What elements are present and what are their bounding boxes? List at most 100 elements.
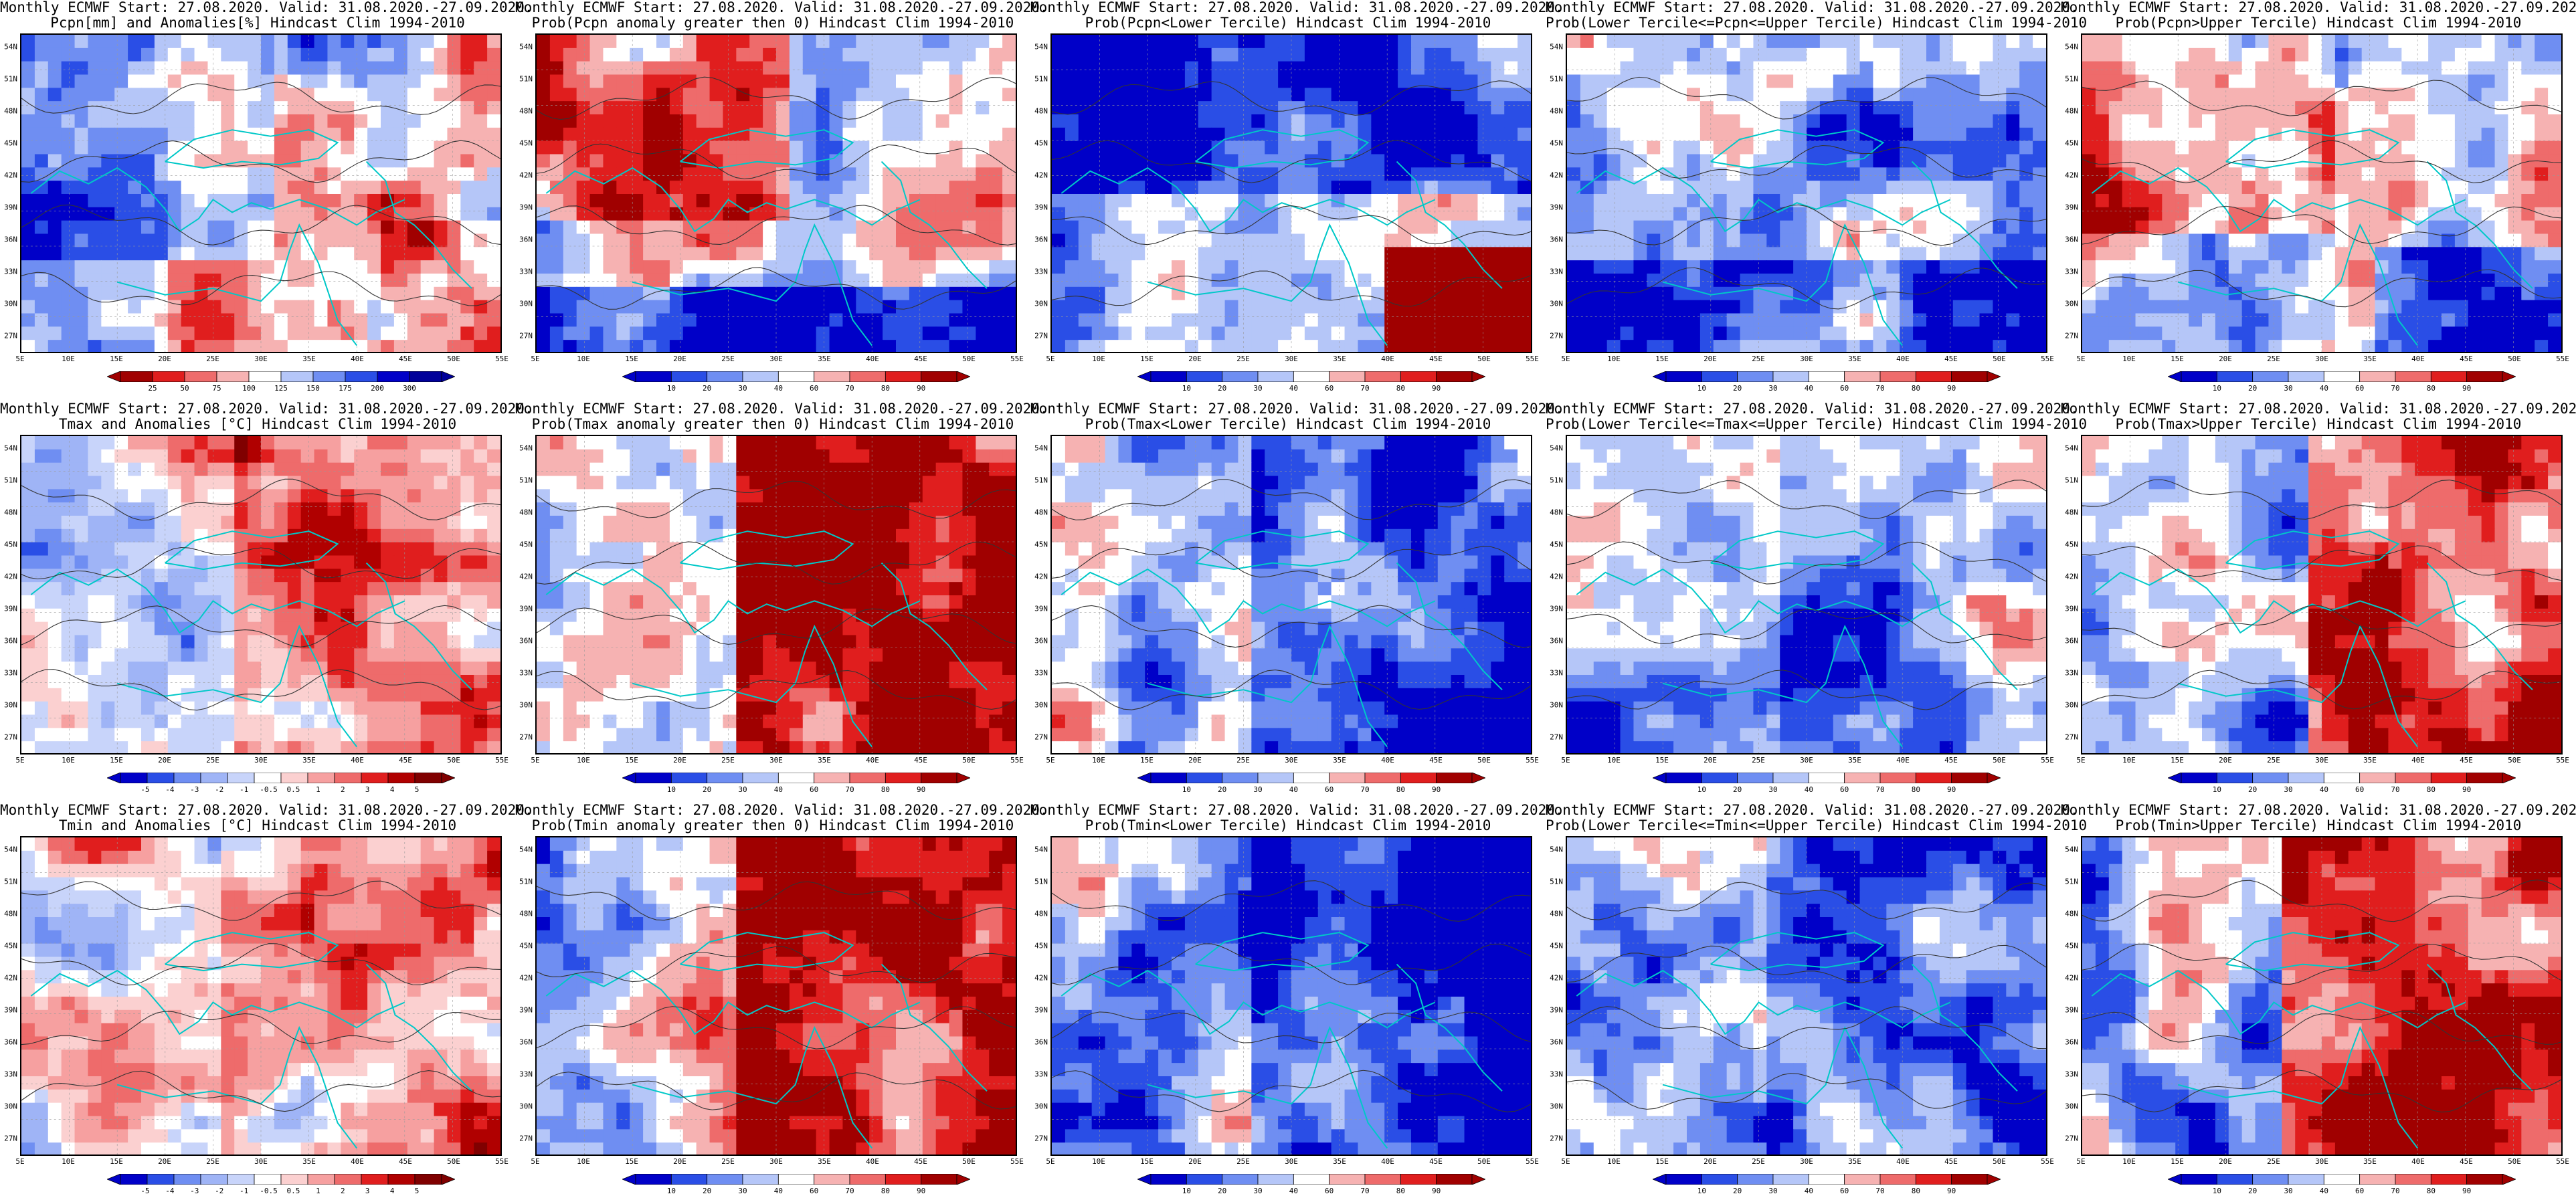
colorbar-segment — [2323, 1174, 2361, 1185]
longitude-tick-label: 35E — [818, 355, 831, 363]
longitude-tick-label: 15E — [2171, 355, 2184, 363]
colorbar-segment — [2359, 1174, 2396, 1185]
longitude-tick-label: 55E — [495, 355, 509, 363]
longitude-tick-label: 15E — [110, 355, 123, 363]
climatology-contours — [537, 881, 1016, 1110]
colorbar-tick-label: 60 — [1325, 785, 1334, 794]
colorbar-tick-label: 20 — [703, 785, 712, 794]
colorbar-segment — [885, 371, 922, 382]
longitude-tick-label: 40E — [866, 1157, 879, 1166]
latitude-tick-label: 51N — [1550, 74, 1563, 84]
longitude-tick-label: 45E — [914, 1157, 927, 1166]
longitude-tick-label: 50E — [1477, 756, 1491, 765]
colorbar-segment — [1400, 773, 1437, 783]
climatology-contours — [1052, 479, 1531, 710]
latitude-tick-label: 33N — [519, 1070, 533, 1079]
latitude-tick-label: 30N — [2065, 299, 2078, 308]
longitude-axis: 5E 10E 15E 20E 25E 30E 35E 40E 45E 50E 55E — [531, 1157, 1024, 1168]
longitude-tick-label: 5E — [2076, 756, 2086, 765]
colorbar-segment — [921, 371, 957, 382]
colorbar-tick-label: 30 — [1253, 1187, 1263, 1195]
longitude-axis: 5E 10E 15E 20E 25E 30E 35E 40E 45E 50E 55E — [15, 1157, 509, 1168]
longitude-tick-label: 15E — [1140, 355, 1154, 363]
field-shading — [1567, 436, 2046, 753]
latitude-tick-label: 39N — [4, 604, 17, 613]
colorbar-segment — [1951, 773, 1988, 783]
latitude-tick-label: 54N — [519, 845, 533, 854]
latitude-tick-label: 36N — [2065, 636, 2078, 645]
latitude-tick-label: 33N — [2065, 1070, 2078, 1079]
map-gridlines — [537, 436, 1016, 753]
latitude-axis: 54N 51N 48N 45N 42N 39N 36N 33N 30N 27N — [1032, 33, 1049, 353]
map-title-line2: Prob(Lower Tercile<=Tmax<=Upper Tercile)… — [1546, 416, 2088, 432]
latitude-tick-label: 48N — [4, 106, 17, 116]
field-shading — [1567, 35, 2046, 352]
latitude-tick-label: 54N — [1034, 845, 1048, 854]
longitude-tick-label: 40E — [866, 756, 879, 765]
colorbar-tick-label: 90 — [2462, 384, 2472, 393]
latitude-tick-label: 51N — [2065, 877, 2078, 886]
colorbar-segment — [184, 371, 217, 382]
colorbar-segment — [387, 1174, 416, 1185]
colorbar-segment — [849, 773, 886, 783]
latitude-tick-label: 51N — [4, 476, 17, 485]
field-shading — [2082, 837, 2561, 1155]
colorbar — [622, 773, 970, 783]
longitude-tick-label: 25E — [1236, 1157, 1250, 1166]
colorbar-segment — [707, 371, 743, 382]
colorbar-tick-label: 1 — [316, 785, 320, 794]
latitude-tick-label: 27N — [4, 331, 17, 340]
colorbar-tick-label: 70 — [2391, 384, 2400, 393]
colorbar-tick-label: 30 — [1768, 384, 1778, 393]
longitude-tick-label: 15E — [1655, 1157, 1669, 1166]
map-title-line2: Prob(Tmin<Lower Tercile) Hindcast Clim 1… — [1085, 817, 1491, 833]
latitude-tick-label: 27N — [2065, 1134, 2078, 1143]
map-title-line1: Monthly ECMWF Start: 27.08.2020. Valid: … — [1030, 0, 1564, 15]
latitude-tick-label: 51N — [519, 877, 533, 886]
colorbar — [1653, 773, 2001, 783]
longitude-tick-label: 25E — [721, 355, 735, 363]
latitude-tick-label: 54N — [4, 42, 17, 52]
longitude-tick-label: 15E — [1655, 355, 1669, 363]
longitude-tick-label: 10E — [1092, 1157, 1105, 1166]
longitude-tick-label: 50E — [447, 355, 460, 363]
field-shading — [21, 35, 500, 352]
colorbar-tick-label: 70 — [1360, 384, 1370, 393]
latitude-tick-label: 36N — [4, 235, 17, 244]
colorbar-tick-label: 20 — [1218, 1187, 1227, 1195]
colorbar-right-arrow — [1987, 371, 2001, 382]
colorbar-left-arrow — [1137, 1174, 1152, 1185]
latitude-tick-label: 27N — [1034, 732, 1048, 742]
colorbar-segment — [777, 371, 815, 382]
latitude-tick-label: 33N — [2065, 267, 2078, 276]
latitude-tick-label: 33N — [519, 668, 533, 678]
colorbar-segment — [334, 773, 362, 783]
colorbar-tick-label: 20 — [2248, 384, 2258, 393]
colorbar-segment — [1915, 1174, 1952, 1185]
longitude-tick-label: 10E — [62, 355, 75, 363]
colorbar-segment — [377, 371, 410, 382]
colorbar-left-arrow — [1653, 371, 1667, 382]
forecast-field-map — [1050, 836, 1532, 1156]
map-panel: Monthly ECMWF Start: 27.08.2020. Valid: … — [0, 401, 533, 803]
latitude-tick-label: 42N — [4, 973, 17, 983]
longitude-tick-label: 20E — [1704, 756, 1717, 765]
colorbar-segment — [1701, 773, 1738, 783]
colorbar-tick-label: 70 — [1875, 1187, 1885, 1195]
map-title: Monthly ECMWF Start: 27.08.2020. Valid: … — [2061, 803, 2576, 833]
colorbar-segment — [2288, 773, 2324, 783]
map-gridlines — [21, 35, 500, 352]
map-title-line1: Monthly ECMWF Start: 27.08.2020. Valid: … — [1546, 401, 2079, 417]
map-title-line2: Prob(Tmax anomaly greater then 0) Hindca… — [531, 416, 1014, 432]
longitude-tick-label: 30E — [2315, 355, 2328, 363]
colorbar-tick-label: 90 — [1947, 384, 1956, 393]
longitude-tick-label: 30E — [1285, 756, 1298, 765]
colorbar-segment — [1844, 773, 1881, 783]
map-gridlines — [21, 436, 500, 753]
latitude-tick-label: 51N — [519, 74, 533, 84]
map-title-line1: Monthly ECMWF Start: 27.08.2020. Valid: … — [0, 0, 533, 15]
colorbar-segment — [1329, 1174, 1366, 1185]
colorbar-segment — [1844, 371, 1881, 382]
latitude-tick-label: 27N — [519, 1134, 533, 1143]
longitude-tick-label: 5E — [531, 1157, 540, 1166]
